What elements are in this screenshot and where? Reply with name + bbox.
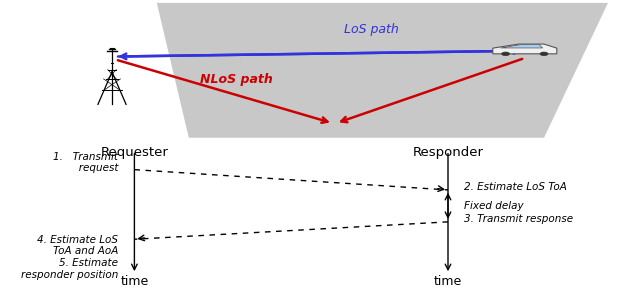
- Text: 3. Transmit response: 3. Transmit response: [464, 214, 573, 224]
- Text: NLoS path: NLoS path: [200, 73, 273, 86]
- Polygon shape: [500, 44, 543, 48]
- Polygon shape: [157, 3, 608, 138]
- Text: time: time: [434, 275, 462, 288]
- Text: Requester: Requester: [100, 146, 168, 160]
- Circle shape: [540, 52, 548, 56]
- Text: 1.   Transmit
       request: 1. Transmit request: [53, 152, 118, 173]
- Text: LoS path: LoS path: [344, 23, 399, 35]
- Polygon shape: [493, 44, 557, 54]
- Text: Fixed delay: Fixed delay: [464, 201, 524, 211]
- Circle shape: [502, 52, 509, 56]
- Text: 2. Estimate LoS ToA: 2. Estimate LoS ToA: [464, 182, 567, 192]
- Text: Responder: Responder: [413, 146, 483, 160]
- Text: 4. Estimate LoS
    ToA and AoA
    5. Estimate
responder position: 4. Estimate LoS ToA and AoA 5. Estimate …: [21, 235, 118, 280]
- Text: time: time: [120, 275, 148, 288]
